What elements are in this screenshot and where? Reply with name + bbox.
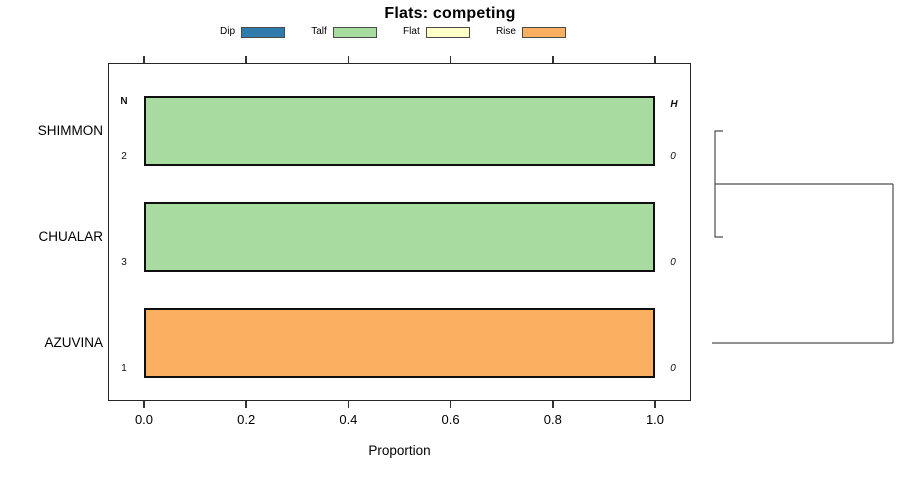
category-label: AZUVINA <box>44 334 103 350</box>
x-tick-label: 0.0 <box>134 412 154 427</box>
legend-item: Dip <box>220 26 286 38</box>
legend-swatch <box>425 26 470 38</box>
dendrogram-join-bracket <box>714 130 723 238</box>
n-value: 3 <box>121 257 127 268</box>
x-axis-title: Proportion <box>368 443 431 458</box>
h-value: 0 <box>670 363 676 374</box>
x-axis-tick-top <box>449 56 452 63</box>
legend-swatch <box>241 26 286 38</box>
x-axis-tick-top <box>245 56 247 63</box>
category-label: SHIMMON <box>37 122 103 138</box>
legend-swatch <box>332 26 377 38</box>
n-value: 2 <box>121 151 127 162</box>
x-axis-tick-bottom <box>449 401 452 408</box>
x-axis-tick-bottom <box>552 401 554 408</box>
x-tick-label: 0.2 <box>237 412 256 427</box>
bar-segment <box>144 96 655 166</box>
x-tick-label: 0.4 <box>339 412 358 427</box>
legend-item: Talf <box>311 26 377 38</box>
x-axis-tick-top <box>347 56 350 63</box>
legend-swatch <box>521 26 566 38</box>
x-axis-tick-top <box>143 56 145 63</box>
bar-segment <box>144 202 655 272</box>
bar-segment <box>144 308 655 378</box>
x-axis-tick-bottom <box>654 401 656 408</box>
category-label: CHUALAR <box>38 228 103 244</box>
x-tick-label: 1.0 <box>645 412 665 427</box>
chart-title: Flats: competing <box>384 5 516 22</box>
n-column-header: N <box>120 96 128 107</box>
legend-label: Dip <box>220 26 236 37</box>
legend-item: Flat <box>403 26 470 38</box>
x-axis-tick-top <box>654 56 656 63</box>
x-tick-label: 0.6 <box>441 412 460 427</box>
legend: Dip Talf Flat Rise <box>220 25 566 39</box>
legend-label: Talf <box>311 26 327 37</box>
x-axis-tick-bottom <box>347 401 350 408</box>
legend-label: Rise <box>495 26 516 37</box>
plot-area <box>108 63 691 401</box>
legend-item: Rise <box>495 26 566 38</box>
h-column-header: H <box>670 99 678 110</box>
x-axis-tick-bottom <box>245 401 247 408</box>
legend-label: Flat <box>403 26 420 37</box>
n-value: 1 <box>121 363 127 374</box>
h-value: 0 <box>670 257 676 268</box>
h-value: 0 <box>670 151 676 162</box>
x-tick-label: 0.8 <box>543 412 562 427</box>
x-axis-tick-top <box>552 56 554 63</box>
x-axis-tick-bottom <box>143 401 145 408</box>
